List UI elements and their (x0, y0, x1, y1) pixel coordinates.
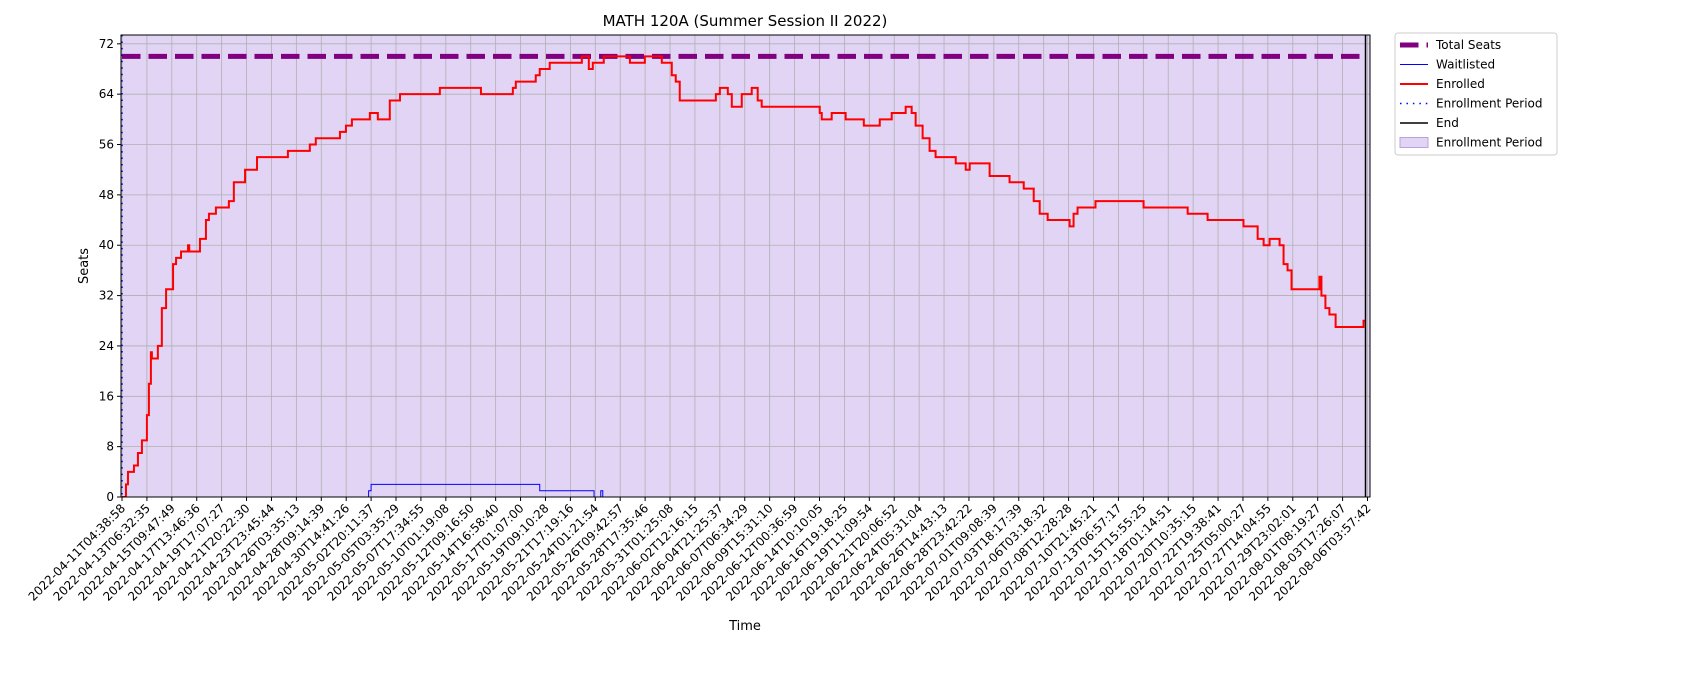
y-tick-label: 0 (106, 490, 114, 504)
series-line (121, 55, 1366, 497)
legend-label: Enrollment Period (1436, 136, 1542, 150)
y-tick-label: 40 (99, 238, 114, 252)
series-line (121, 483, 1366, 497)
chart-title: MATH 120A (Summer Session II 2022) (603, 12, 888, 30)
legend-label: Enrolled (1436, 77, 1485, 91)
legend-label: End (1436, 116, 1459, 130)
y-tick-label: 16 (99, 389, 114, 403)
x-axis-label: Time (728, 619, 761, 634)
y-tick-label: 32 (99, 289, 114, 303)
y-tick-label: 64 (99, 87, 114, 101)
y-tick-label: 72 (99, 37, 114, 51)
y-tick-label: 56 (99, 138, 114, 152)
y-tick-label: 24 (99, 339, 114, 353)
y-axis-label: Seats (77, 248, 92, 284)
legend-label: Enrollment Period (1436, 97, 1542, 111)
span (121, 35, 1370, 497)
legend-box (1394, 32, 1558, 156)
y-tick-label: 8 (106, 440, 114, 454)
legend-label: Waitlisted (1436, 58, 1495, 72)
legend-swatch (1399, 137, 1429, 148)
plot-frame (120, 34, 1371, 498)
legend-label: Total Seats (1435, 38, 1501, 52)
y-tick-label: 48 (99, 188, 114, 202)
